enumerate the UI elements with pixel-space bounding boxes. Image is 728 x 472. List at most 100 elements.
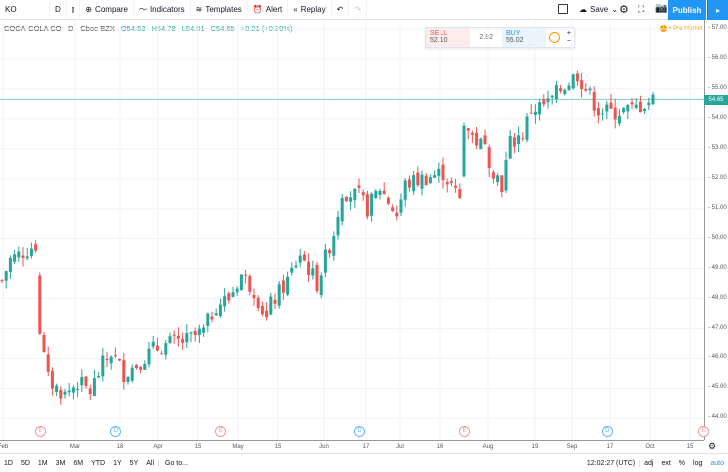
candle-body [260,305,264,315]
candle-body [521,138,525,140]
symbol-search[interactable]: KO [0,0,50,20]
scale-toggle-adj[interactable]: adj [644,459,654,467]
indicators-button[interactable]: 〜 Indicators [134,0,191,20]
info-icon[interactable] [549,32,561,43]
sell-button[interactable]: SELL 52.10 [426,28,471,47]
time-tick-label: Jun [319,444,329,450]
compare-button[interactable]: ⊕ Compare [80,0,134,20]
candle-body [59,389,63,399]
time-tick-label: Feb [0,444,9,450]
top-toolbar: KO D ⫾ ⊕ Compare 〜 Indicators ≋ Templates ⏰… [0,0,728,20]
time-tick-label: 17 [362,444,370,450]
interval-button[interactable]: D [50,0,67,20]
earnings-marker[interactable]: E [215,426,227,437]
fullscreen-icon[interactable]: ⛶ [638,4,645,14]
candle-body [244,274,248,276]
candle-body [479,138,483,150]
candle-body [256,297,260,309]
earnings-marker[interactable]: E [34,426,46,437]
candle-body [567,85,571,90]
redo-button[interactable]: ↷ [349,0,367,20]
quantity-stepper[interactable]: + − [566,29,572,45]
scale-toggle-percent[interactable]: % [678,459,686,467]
range-button-3m[interactable]: 3M [55,459,66,467]
candle-body [328,249,332,254]
chevron-down-icon: ⌄ [611,5,618,14]
candle-body [336,216,340,236]
candle-body [395,212,399,217]
range-button-1d[interactable]: 1D [4,459,13,467]
publish-button[interactable]: Publish [668,0,706,20]
price-tick-label: - 57.00 [708,25,727,31]
save-label: Save [590,5,609,14]
candle-body [8,258,12,272]
candle-body [76,389,80,391]
templates-button[interactable]: ≋ Templates [191,0,248,20]
range-button-5y[interactable]: 5Y [129,459,139,467]
goto-button[interactable]: Go to... [158,459,192,467]
templates-label: Templates [205,5,242,14]
spread-value: 2.92 [479,34,493,41]
time-tick-label: Aug [482,444,494,450]
candle-body [17,251,21,258]
candle-body [412,175,416,192]
time-axis[interactable]: Feb Mar 18 Apr 15 May 15 Jun 17 Jul 16 Aug 19 Sep 17 Oc… [0,440,704,453]
candle-body [0,280,4,282]
time-tick-label: 18 [116,444,124,450]
dividend-marker[interactable]: D [354,426,365,437]
price-axis[interactable]: - 57.00 - 56.00 - 55.00 - 54.00 - 53.00 - 52.… [704,20,728,440]
price-chart[interactable] [0,20,704,440]
dividend-marker[interactable]: D [601,426,613,437]
candle-body [454,185,458,188]
candle-body [298,255,302,263]
range-button-6m[interactable]: 6M [73,459,84,467]
candle-body [80,376,84,386]
chart-type-button[interactable]: ⫾ [67,0,81,20]
candle-body [357,185,361,188]
candle-body [399,199,403,213]
price-tick-label: - 54.00 [708,114,727,121]
candle-body [134,365,138,369]
sell-price: 52.10 [430,37,448,44]
range-button-1y[interactable]: 1Y [113,459,122,467]
candle-body [210,316,214,320]
save-button[interactable]: ☁ Save ⌄ [574,0,623,20]
time-tick-label: 16 [436,444,444,450]
range-button-1m[interactable]: 1M [37,459,48,467]
camera-icon[interactable]: 📷 [655,3,668,14]
settings-icon[interactable]: ⚙ [619,4,629,16]
dividend-marker[interactable]: D [110,426,122,437]
time-tick-label: Apr [153,444,163,450]
price-tick-label: - 50.00 [708,234,727,241]
buy-label: BUY [505,30,521,37]
candle-body [38,275,42,334]
range-button-all[interactable]: All [146,459,155,467]
range-button-5d[interactable]: 5D [20,459,30,467]
price-tick-label: - 51.00 [708,204,727,211]
range-button-ytd[interactable]: YTD [91,459,106,467]
axis-settings-icon[interactable]: ⚙ [708,441,717,451]
scale-toggle-ext[interactable]: ext [661,459,671,467]
undo-button[interactable]: ↶ [332,0,350,20]
earnings-marker[interactable]: E [698,426,710,437]
candle-body [55,385,59,392]
scale-toggle-log[interactable]: log [693,459,703,467]
play-circle-icon[interactable]: ▸ [707,0,728,20]
candle-body [181,338,185,343]
cloud-icon: ☁ [579,5,587,14]
candle-body [353,188,357,201]
layout-icon[interactable] [558,4,568,14]
candle-body [315,264,319,292]
candle-body [496,175,500,182]
replay-button[interactable]: «Replay [288,0,332,20]
candle-body [92,378,96,397]
scale-toggle-auto[interactable]: auto [710,459,724,467]
candle-body [617,115,621,124]
earnings-marker[interactable]: E [459,426,470,437]
price-tick-label: - 52.00 [708,174,727,181]
time-tick-label: 17 [606,444,614,450]
candle-body [626,105,630,112]
alert-button[interactable]: ⏰ Alert [248,0,289,20]
candle-body [370,193,374,216]
candle-body [25,256,29,259]
